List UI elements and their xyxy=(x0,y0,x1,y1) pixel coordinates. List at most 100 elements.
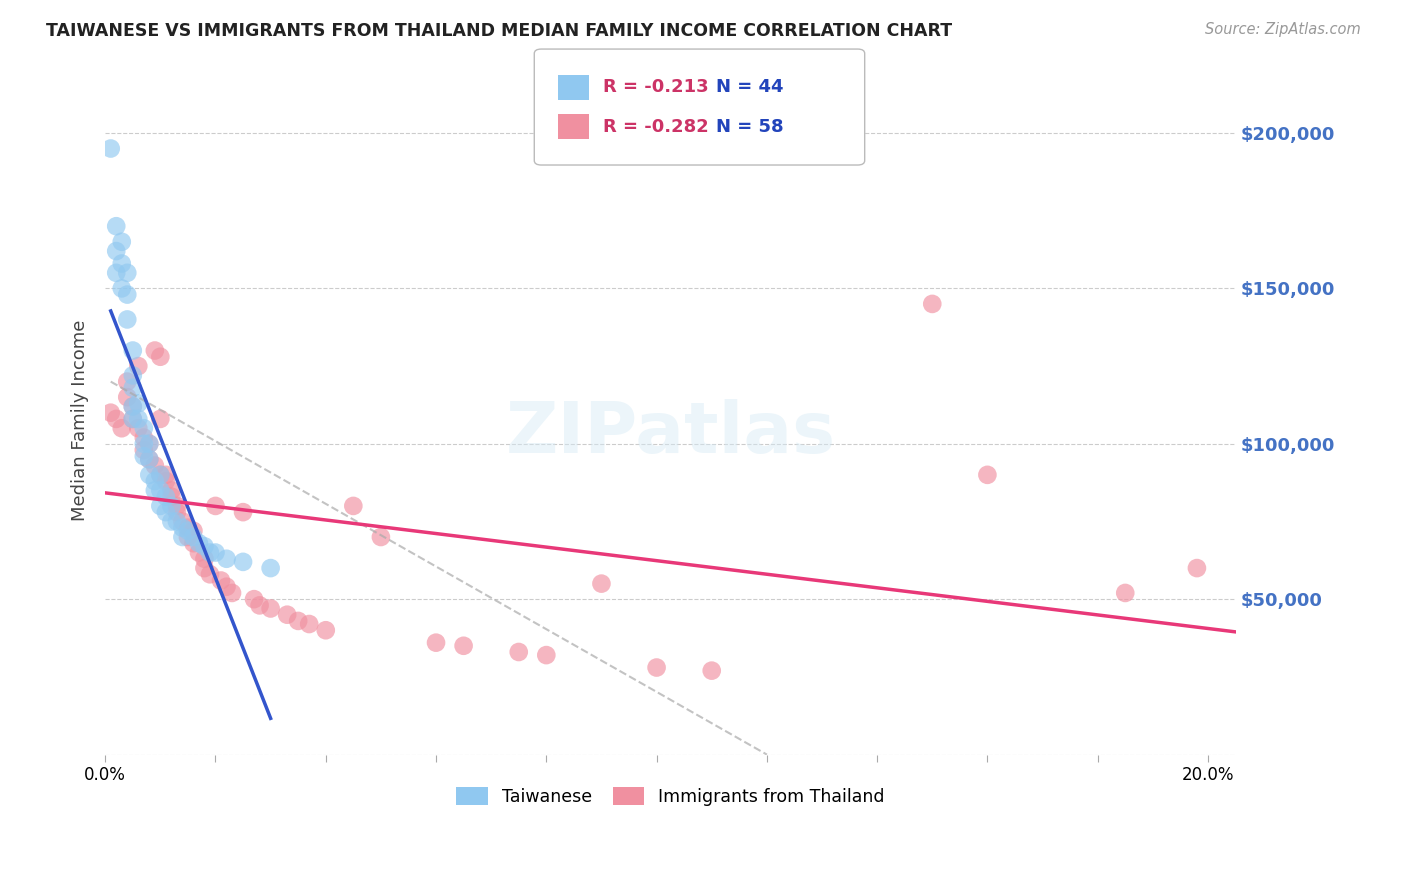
Point xyxy=(127,412,149,426)
Point xyxy=(342,499,364,513)
Point xyxy=(276,607,298,622)
Point xyxy=(100,406,122,420)
Point xyxy=(160,499,183,513)
Point xyxy=(143,483,166,498)
Point xyxy=(117,375,139,389)
Point xyxy=(121,412,143,426)
Point xyxy=(177,524,200,538)
Point xyxy=(143,474,166,488)
Point xyxy=(221,586,243,600)
Point xyxy=(121,381,143,395)
Point xyxy=(132,442,155,457)
Point xyxy=(645,660,668,674)
Point xyxy=(149,467,172,482)
Point xyxy=(117,287,139,301)
Text: R = -0.282: R = -0.282 xyxy=(603,118,709,136)
Point xyxy=(425,635,447,649)
Point xyxy=(177,521,200,535)
Point xyxy=(149,499,172,513)
Point xyxy=(121,343,143,358)
Point xyxy=(1114,586,1136,600)
Point xyxy=(155,490,177,504)
Point xyxy=(132,421,155,435)
Point xyxy=(1185,561,1208,575)
Point xyxy=(209,574,232,588)
Point xyxy=(249,599,271,613)
Legend: Taiwanese, Immigrants from Thailand: Taiwanese, Immigrants from Thailand xyxy=(450,780,891,813)
Point xyxy=(921,297,943,311)
Point xyxy=(149,467,172,482)
Point xyxy=(143,458,166,473)
Point xyxy=(160,490,183,504)
Point xyxy=(166,499,188,513)
Point xyxy=(232,505,254,519)
Point xyxy=(204,499,226,513)
Point xyxy=(172,530,194,544)
Point xyxy=(591,576,613,591)
Point xyxy=(105,266,128,280)
Point xyxy=(198,567,221,582)
Point xyxy=(215,580,238,594)
Point xyxy=(453,639,475,653)
Point xyxy=(117,390,139,404)
Point xyxy=(111,421,134,435)
Point xyxy=(105,244,128,258)
Point xyxy=(193,551,215,566)
Point xyxy=(138,452,160,467)
Point xyxy=(183,536,205,550)
Point xyxy=(132,431,155,445)
Point xyxy=(193,561,215,575)
Point xyxy=(259,601,281,615)
Point xyxy=(183,524,205,538)
Point xyxy=(117,312,139,326)
Point xyxy=(232,555,254,569)
Point xyxy=(172,521,194,535)
Text: TAIWANESE VS IMMIGRANTS FROM THAILAND MEDIAN FAMILY INCOME CORRELATION CHART: TAIWANESE VS IMMIGRANTS FROM THAILAND ME… xyxy=(46,22,952,40)
Text: R = -0.213: R = -0.213 xyxy=(603,78,709,96)
Point xyxy=(508,645,530,659)
Point xyxy=(243,592,266,607)
Point xyxy=(127,421,149,435)
Point xyxy=(155,505,177,519)
Point xyxy=(149,412,172,426)
Point xyxy=(121,412,143,426)
Point xyxy=(187,545,209,559)
Point xyxy=(166,515,188,529)
Point xyxy=(700,664,723,678)
Point xyxy=(132,436,155,450)
Point xyxy=(536,648,558,662)
Text: Source: ZipAtlas.com: Source: ZipAtlas.com xyxy=(1205,22,1361,37)
Text: N = 58: N = 58 xyxy=(716,118,783,136)
Point xyxy=(117,266,139,280)
Point xyxy=(155,467,177,482)
Text: ZIPatlas: ZIPatlas xyxy=(505,400,835,468)
Point xyxy=(105,412,128,426)
Point xyxy=(138,452,160,467)
Point xyxy=(105,219,128,234)
Point xyxy=(138,436,160,450)
Point xyxy=(149,350,172,364)
Point xyxy=(193,539,215,553)
Point xyxy=(370,530,392,544)
Point xyxy=(315,624,337,638)
Point xyxy=(155,474,177,488)
Point xyxy=(298,617,321,632)
Point xyxy=(143,343,166,358)
Point xyxy=(127,396,149,410)
Point xyxy=(198,545,221,559)
Point xyxy=(121,400,143,414)
Point xyxy=(121,368,143,383)
Point xyxy=(138,467,160,482)
Point xyxy=(187,536,209,550)
Point xyxy=(166,505,188,519)
Point xyxy=(132,449,155,463)
Point xyxy=(287,614,309,628)
Y-axis label: Median Family Income: Median Family Income xyxy=(72,319,89,521)
Text: N = 44: N = 44 xyxy=(716,78,783,96)
Point xyxy=(183,530,205,544)
Point xyxy=(172,515,194,529)
Point xyxy=(259,561,281,575)
Point xyxy=(160,483,183,498)
Point xyxy=(127,359,149,373)
Point xyxy=(149,483,172,498)
